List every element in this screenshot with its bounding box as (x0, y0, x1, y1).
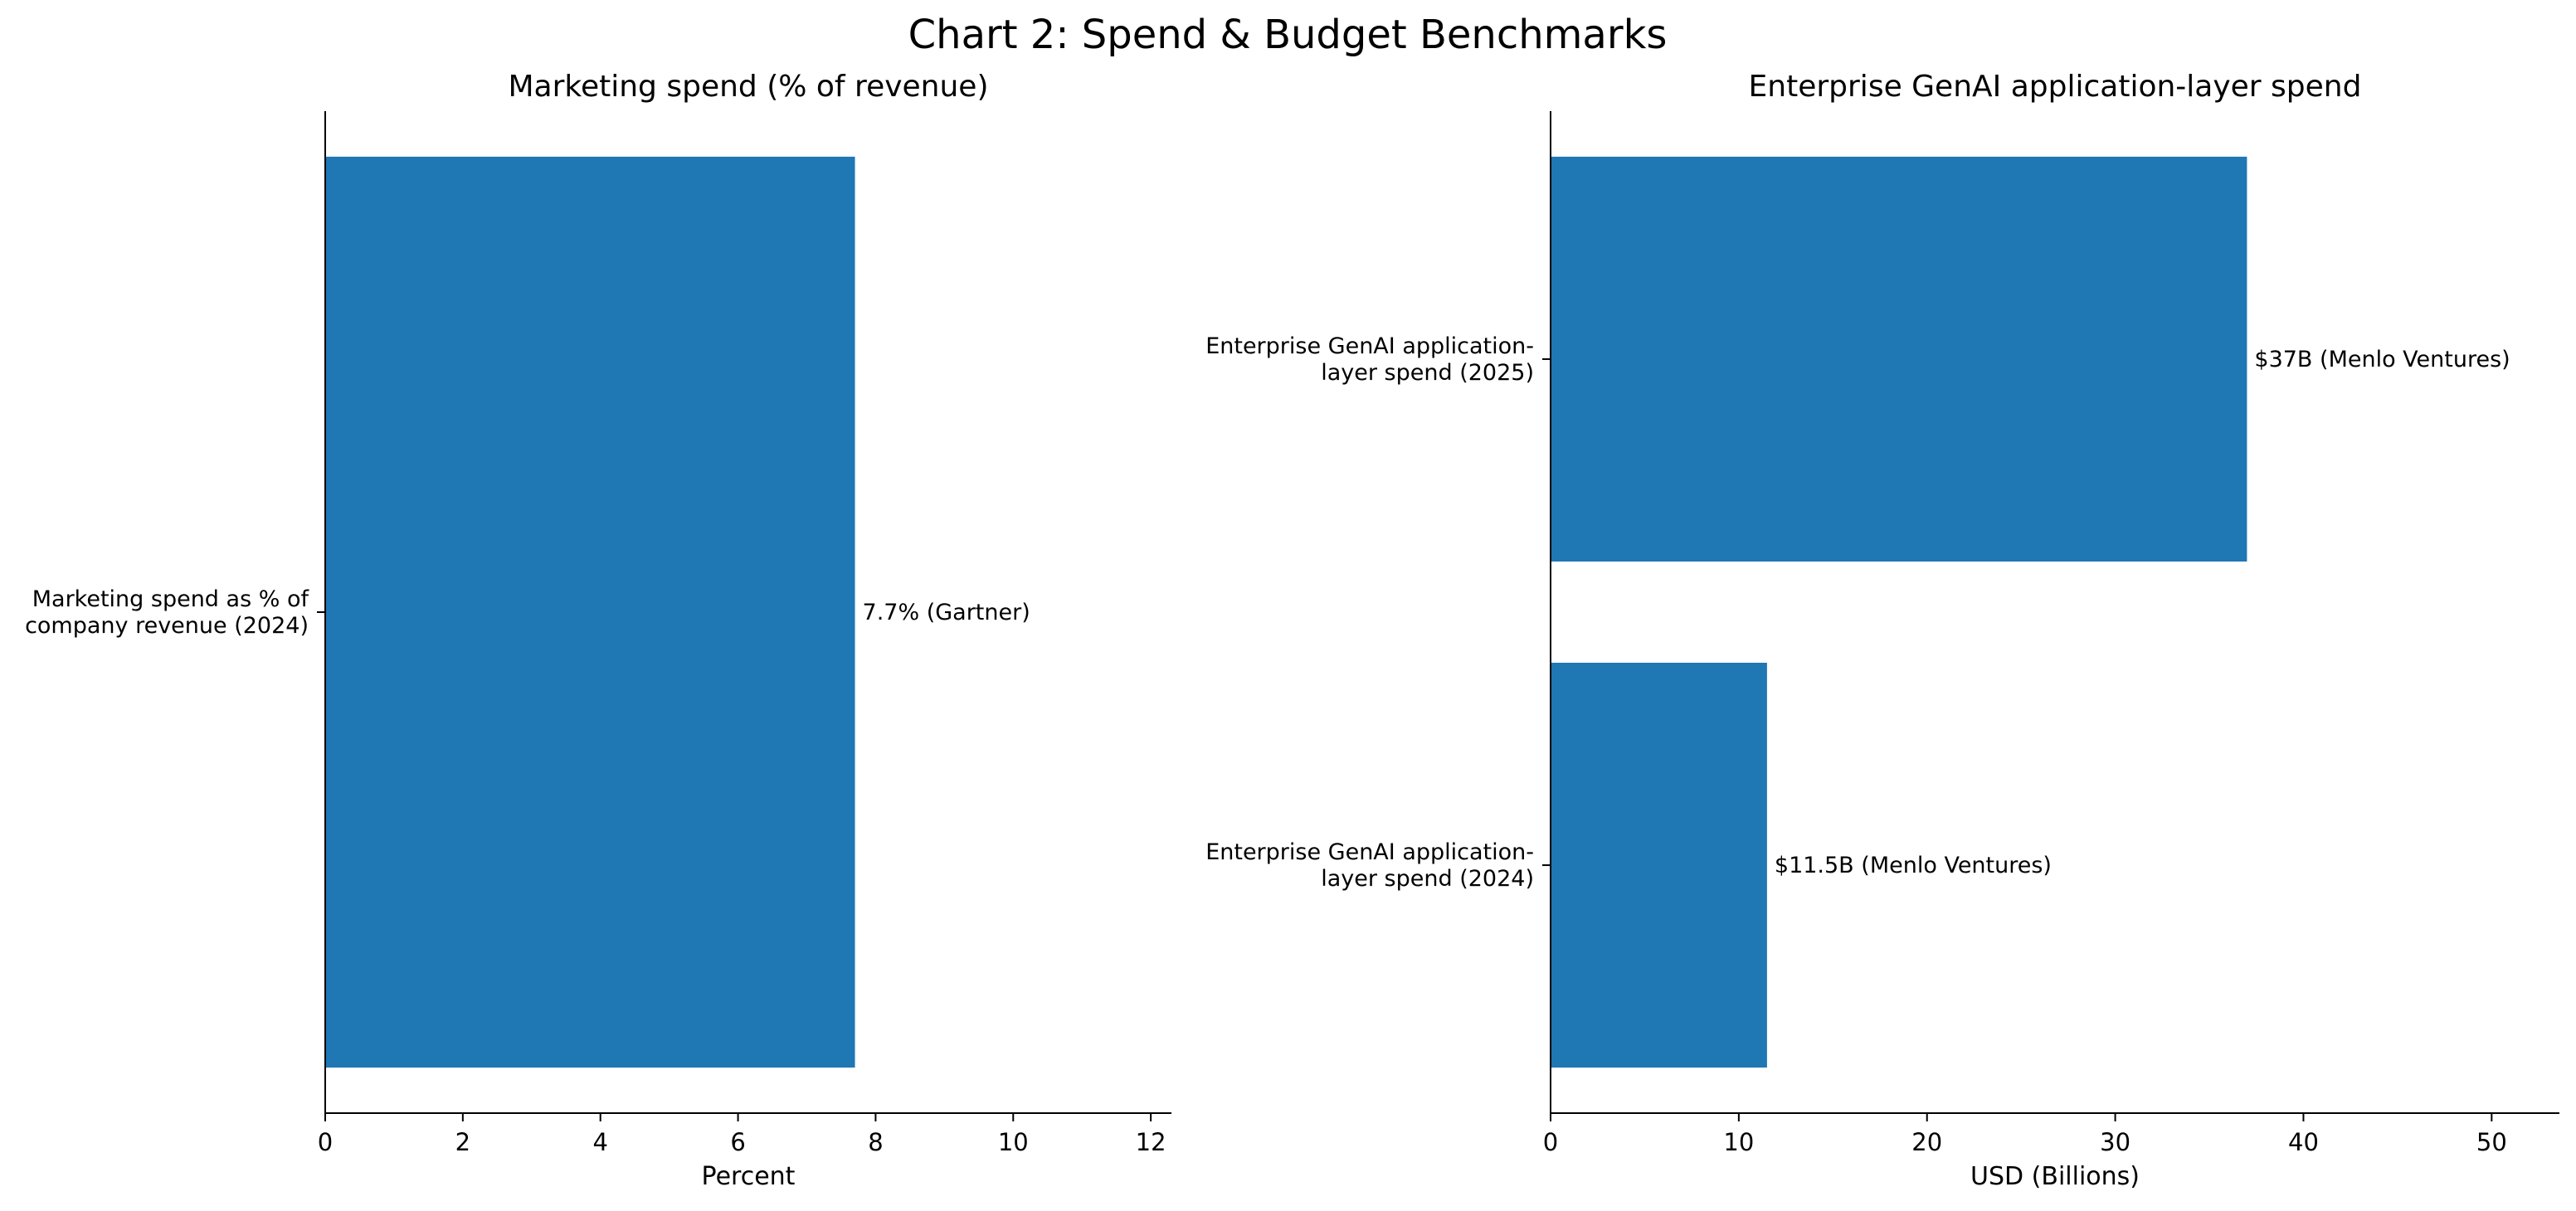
chart-2-category-label-2: Enterprise GenAI application-layer spend… (1205, 839, 1534, 892)
chart-1-data-label-1: 7.7% (Gartner) (863, 600, 1030, 625)
chart-1-bar-1 (325, 156, 855, 1068)
chart-1-xtick-label-5: 8 (868, 1128, 883, 1156)
chart-2-category-label-1-line-1: Enterprise GenAI application- (1205, 333, 1534, 359)
chart-2-xtick-label-1: 0 (1543, 1128, 1558, 1156)
chart-1-category-label-1-line-1: Marketing spend as % of (32, 586, 310, 612)
chart-2-category-label-1-line-2: layer spend (2025) (1321, 360, 1534, 386)
chart-2-xtick-label-5: 40 (2288, 1128, 2319, 1156)
chart-1-xtick-label-6: 10 (998, 1128, 1029, 1156)
chart-2-xtick-label-2: 10 (1723, 1128, 1754, 1156)
chart-2-category-label-2-line-2: layer spend (2024) (1321, 866, 1534, 892)
chart-2-data-label-2: $11.5B (Menlo Ventures) (1775, 853, 2052, 878)
chart-1-xtick-label-7: 12 (1136, 1128, 1166, 1156)
chart-1-category-label-1-line-2: company revenue (2024) (25, 613, 309, 639)
chart-1-xtick-label-2: 2 (455, 1128, 470, 1156)
chart-1-xtick-label-3: 4 (592, 1128, 607, 1156)
chart-1-xtick-label-1: 0 (318, 1128, 333, 1156)
chart-1-x-axis-label: Percent (702, 1162, 796, 1191)
chart-2-title: Enterprise GenAI application-layer spend (1749, 70, 2362, 104)
chart-2-xtick-label-6: 50 (2476, 1128, 2507, 1156)
chart-2-bar-1 (1551, 156, 2247, 562)
chart-2-xtick-label-4: 30 (2100, 1128, 2130, 1156)
chart-2-bar-2 (1551, 663, 1767, 1068)
chart-2-xtick-label-3: 20 (1911, 1128, 1942, 1156)
chart-suptitle: Chart 2: Spend & Budget Benchmarks (908, 12, 1668, 58)
chart-1-xtick-label-4: 6 (730, 1128, 745, 1156)
chart-2-x-axis-label: USD (Billions) (1970, 1162, 2140, 1191)
chart-2-category-label-1: Enterprise GenAI application-layer spend… (1205, 333, 1534, 386)
chart-1-title: Marketing spend (% of revenue) (508, 70, 988, 104)
chart-1-category-label-1: Marketing spend as % of company revenue (… (25, 586, 309, 639)
chart-2-category-label-2-line-1: Enterprise GenAI application- (1205, 839, 1534, 865)
chart-2-data-label-1: $37B (Menlo Ventures) (2254, 347, 2510, 372)
